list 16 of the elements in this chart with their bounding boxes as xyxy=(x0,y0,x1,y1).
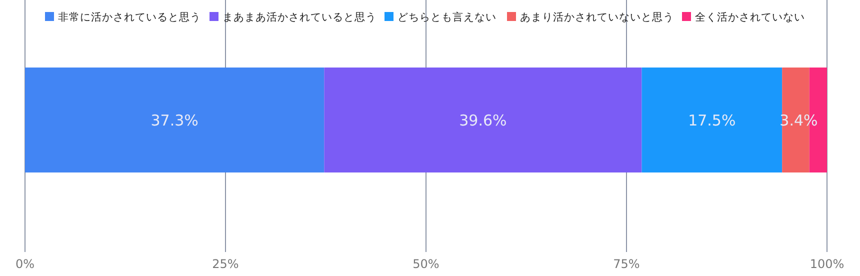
legend-label: 全く活かされていない xyxy=(695,12,805,24)
legend-label: 非常に活かされていると思う xyxy=(58,10,201,24)
legend-label: どちらとも言えない xyxy=(398,10,496,24)
data-label: 37.3% xyxy=(150,111,198,130)
x-tick-label: 75% xyxy=(613,257,640,272)
x-tick-label: 25% xyxy=(212,257,239,272)
data-label: 39.6% xyxy=(459,111,507,130)
bar xyxy=(324,68,642,172)
legend-label: あまり活かされていないと思う xyxy=(520,12,674,24)
x-tick-label: 50% xyxy=(412,257,440,272)
bar xyxy=(25,68,324,172)
x-tick-label: 100% xyxy=(810,257,844,272)
legend-label: まあまあ活かされていると思う xyxy=(222,12,376,24)
bar xyxy=(642,68,782,172)
x-tick-label: 0% xyxy=(15,257,35,272)
data-label: 17.5% xyxy=(688,111,736,130)
